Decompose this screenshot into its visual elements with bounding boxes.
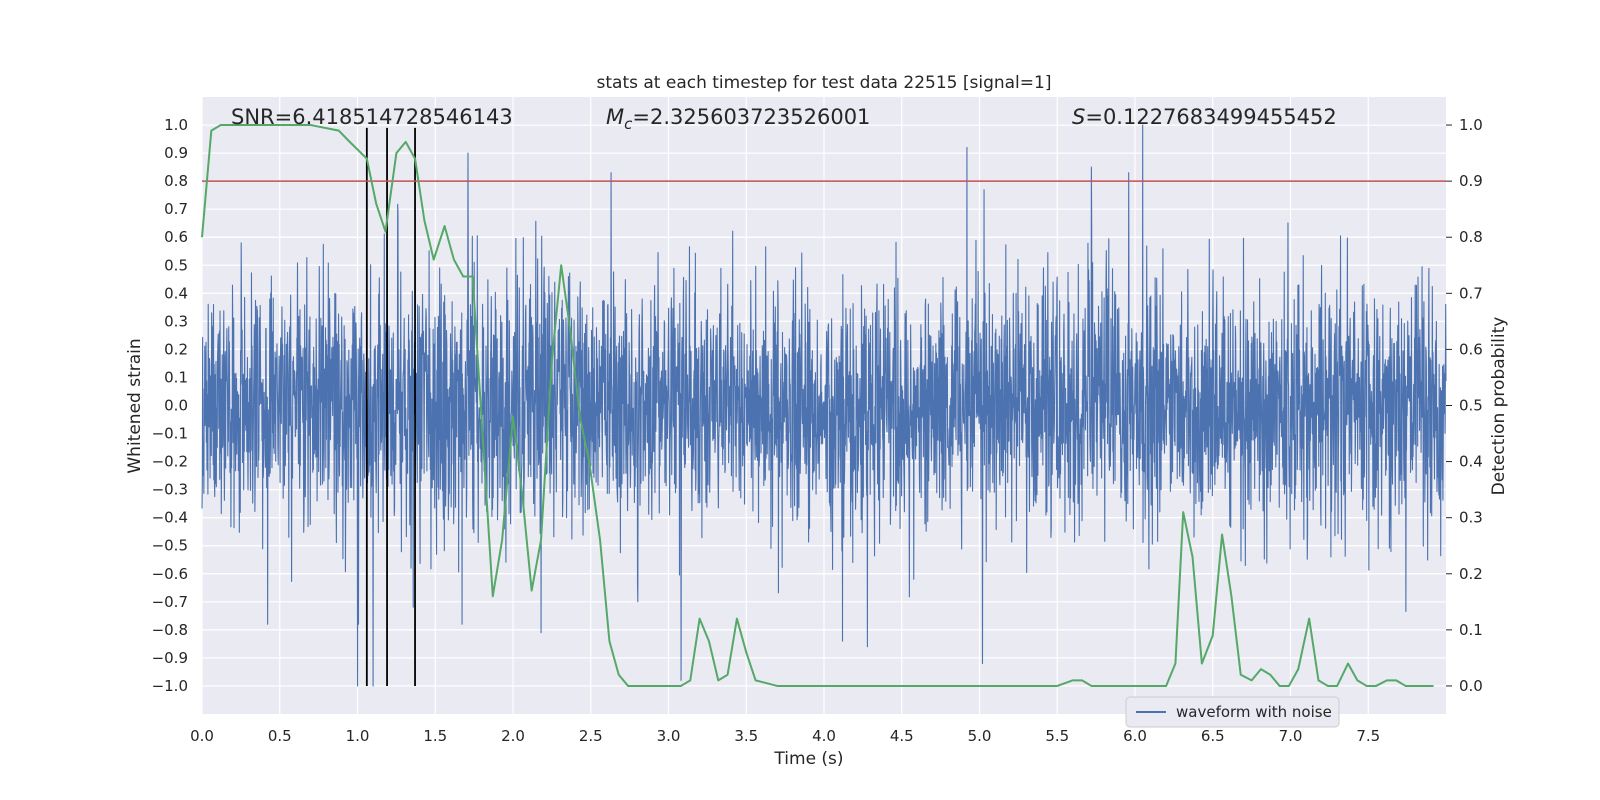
probability-line <box>201 124 1434 687</box>
y-tick-label: −0.6 <box>152 565 188 583</box>
x-tick-label: 1.5 <box>423 727 447 745</box>
waveform-line <box>201 124 1447 687</box>
y-tick-label: 0.9 <box>164 144 188 162</box>
y-tick-label: 0.1 <box>164 368 188 386</box>
x-axis-ticks: 0.0 0.5 1.0 1.5 2.0 2.5 3.0 3.5 4.0 4.5 5.0 5.5 6.0 6… <box>190 727 1380 745</box>
y-tick-label: 0.4 <box>164 284 188 302</box>
y-tick-label: 0.8 <box>164 172 188 190</box>
x-tick-label: 3.5 <box>734 727 758 745</box>
x-tick-label: 5.0 <box>968 727 992 745</box>
s-symbol: S <box>1072 105 1085 129</box>
x-tick-label: 2.0 <box>501 727 525 745</box>
right-y-tick-label: 0.5 <box>1459 397 1483 415</box>
y-tick-label: −0.3 <box>152 481 188 499</box>
y-tick-label: 0.7 <box>164 200 188 218</box>
x-tick-label: 7.0 <box>1279 727 1303 745</box>
x-axis-label: Time (s) <box>773 749 843 769</box>
chirp-mass-value: =2.325603723526001 <box>632 105 870 129</box>
chirp-mass-annotation: Mc=2.325603723526001 <box>606 105 870 133</box>
probability-series <box>201 124 1434 687</box>
y-tick-label: −1.0 <box>152 677 188 695</box>
y-tick-label: −0.7 <box>152 593 188 611</box>
waveform-series <box>201 124 1447 687</box>
right-y-tick-label: 1.0 <box>1459 116 1483 134</box>
legend-label-waveform: waveform with noise <box>1176 703 1332 721</box>
x-tick-label: 4.5 <box>890 727 914 745</box>
right-y-tick-label: 0.7 <box>1459 284 1483 302</box>
legend-box <box>1125 696 1340 728</box>
s-annotation: S=0.1227683499455452 <box>1072 105 1337 129</box>
y-tick-label: 0.3 <box>164 312 188 330</box>
right-y-tick-label: 0.9 <box>1459 172 1483 190</box>
x-tick-label: 0.5 <box>268 727 292 745</box>
y-tick-label: −0.4 <box>152 509 188 527</box>
y-tick-label: 0.5 <box>164 256 188 274</box>
y-tick-label: 0.6 <box>164 228 188 246</box>
chart-title: stats at each timestep for test data 225… <box>597 73 1052 93</box>
right-y-tick-label: 0.8 <box>1459 228 1483 246</box>
y-tick-label: −0.5 <box>152 537 188 555</box>
chirp-mass-subscript: c <box>624 115 633 133</box>
s-value: =0.1227683499455452 <box>1085 105 1336 129</box>
y-tick-label: −0.8 <box>152 621 188 639</box>
y-tick-label: −0.1 <box>152 425 188 443</box>
snr-annotation: SNR=6.418514728546143 <box>231 105 513 129</box>
right-y-tick-label: 0.0 <box>1459 677 1483 695</box>
x-tick-label: 6.5 <box>1201 727 1225 745</box>
right-y-axis-ticks: 1.0 0.9 0.8 0.7 0.6 0.5 0.4 0.3 0.2 0.1 0.0 <box>1446 116 1483 695</box>
legend: waveform with noise <box>1125 696 1340 728</box>
y-tick-label: −0.9 <box>152 649 188 667</box>
left-y-axis-ticks: 1.0 0.9 0.8 0.7 0.6 0.5 0.4 0.3 0.2 0.1 0.0 −0.1 −0.… <box>152 116 188 695</box>
x-tick-label: 7.5 <box>1356 727 1380 745</box>
right-y-tick-label: 0.3 <box>1459 509 1483 527</box>
x-tick-label: 0.0 <box>190 727 214 745</box>
right-y-tick-label: 0.1 <box>1459 621 1483 639</box>
x-tick-label: 4.0 <box>812 727 836 745</box>
right-y-tick-label: 0.2 <box>1459 565 1483 583</box>
right-y-tick-label: 0.4 <box>1459 453 1483 471</box>
y-tick-label: 1.0 <box>164 116 188 134</box>
right-y-tick-label: 0.6 <box>1459 340 1483 358</box>
chirp-mass-symbol: M <box>606 105 624 129</box>
x-tick-label: 2.5 <box>579 727 603 745</box>
y-tick-label: −0.2 <box>152 453 188 471</box>
x-tick-label: 6.0 <box>1123 727 1147 745</box>
x-tick-label: 3.0 <box>657 727 681 745</box>
y-tick-label: 0.2 <box>164 340 188 358</box>
right-y-axis-label: Detection probability <box>1489 317 1509 496</box>
y-axis-label: Whitened strain <box>125 338 145 473</box>
x-tick-label: 1.0 <box>346 727 370 745</box>
x-tick-label: 5.5 <box>1045 727 1069 745</box>
y-tick-label: 0.0 <box>164 397 188 415</box>
